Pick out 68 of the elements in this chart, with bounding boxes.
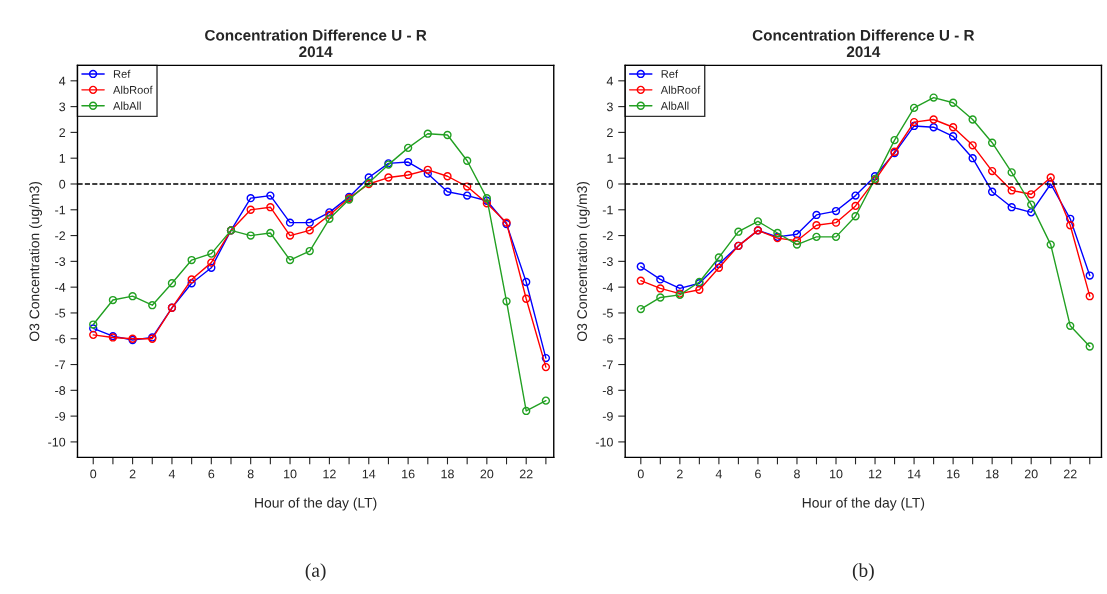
x-tick-label: 16: [402, 469, 415, 479]
y-tick-label: 4: [606, 76, 614, 86]
y-tick-label: -3: [602, 257, 613, 267]
y-tick-label: -8: [602, 386, 613, 395]
x-tick-label: 20: [1024, 469, 1038, 479]
x-axis-title: Hour of the day (LT): [255, 497, 377, 511]
x-tick-label: 22: [1063, 469, 1077, 479]
x-tick-label: 22: [519, 469, 533, 479]
x-tick-label: 6: [755, 469, 761, 479]
legend-label: Ref: [661, 69, 679, 78]
legend-label: AlbAll: [113, 101, 141, 110]
y-tick-label: 1: [59, 154, 66, 163]
y-tick-label: -2: [55, 231, 66, 241]
x-tick-label: 4: [715, 469, 722, 479]
x-tick-label: 8: [247, 469, 254, 479]
y-tick-label: -1: [602, 205, 613, 215]
y-axis-title: O3 Concentration (ug/m3): [576, 181, 590, 341]
y-tick-label: -7: [602, 360, 613, 370]
y-tick-label: -1: [55, 205, 66, 215]
y-tick-label: 2: [607, 128, 613, 137]
x-tick-label: 2: [129, 469, 136, 479]
legend-label: AlbRoof: [660, 85, 701, 94]
x-tick-label: 12: [869, 469, 882, 479]
y-tick-label: -8: [55, 386, 66, 395]
legend-label: Ref: [113, 69, 131, 78]
chart-title: Concentration Difference U - R 2014: [205, 29, 427, 58]
y-tick-label: -9: [602, 411, 613, 421]
legend-label: AlbRoof: [113, 85, 153, 94]
y-axis-title: O3 Concentration (ug/m3): [29, 181, 43, 341]
x-tick-label: 6: [208, 469, 215, 479]
y-tick-label: 0: [606, 179, 613, 189]
y-tick-label: -5: [602, 308, 613, 318]
x-axis-title: Hour of the day (LT): [802, 497, 925, 511]
y-tick-label: 0: [59, 179, 66, 189]
x-tick-label: 20: [480, 469, 494, 479]
x-tick-label: 12: [323, 469, 336, 479]
y-tick-label: 3: [59, 102, 66, 112]
x-tick-label: 4: [168, 469, 176, 479]
chart-title: Concentration Difference U - R 2014: [752, 29, 975, 58]
y-tick-label: 1: [607, 154, 613, 163]
text: (b): [852, 563, 874, 581]
x-tick-label: 14: [362, 469, 376, 479]
y-tick-label: -9: [55, 411, 66, 421]
y-tick-label: -7: [55, 360, 66, 370]
x-tick-label: 10: [284, 469, 297, 479]
y-tick-label: -10: [48, 437, 66, 447]
y-tick-label: -6: [55, 334, 66, 344]
x-tick-label: 10: [830, 469, 843, 479]
x-tick-label: 18: [986, 469, 999, 479]
x-tick-label: 16: [947, 469, 960, 479]
y-tick-label: -2: [602, 231, 613, 241]
y-tick-label: -3: [55, 257, 66, 267]
x-tick-label: 18: [441, 469, 454, 479]
y-tick-label: 2: [59, 128, 66, 137]
text: (a): [305, 563, 326, 581]
y-tick-label: -4: [602, 283, 614, 292]
y-tick-label: -6: [602, 334, 613, 344]
legend-label: AlbAll: [660, 101, 689, 110]
x-tick-label: 8: [794, 469, 800, 479]
y-tick-label: 4: [59, 76, 66, 86]
x-tick-label: 0: [637, 469, 644, 479]
x-tick-label: 14: [908, 469, 921, 479]
y-tick-label: -4: [55, 283, 66, 292]
y-tick-label: -5: [55, 308, 66, 318]
x-tick-label: 0: [90, 469, 97, 479]
y-tick-label: 3: [606, 102, 613, 112]
x-tick-label: 2: [677, 469, 683, 479]
y-tick-label: -10: [595, 437, 613, 447]
